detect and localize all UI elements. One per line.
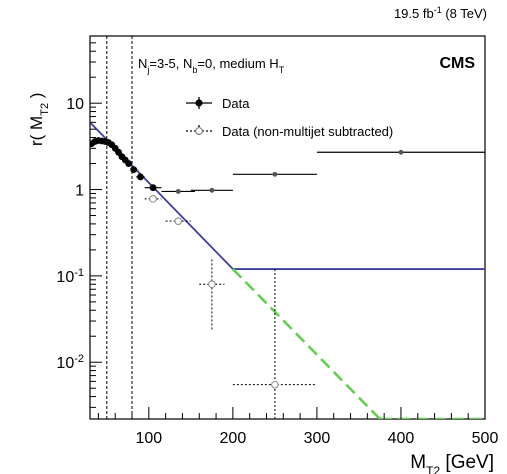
legend-marker-data — [186, 97, 212, 109]
x-axis-title: MT2 [GeV] — [410, 452, 494, 474]
data-sub-marker — [208, 280, 216, 289]
data-sub-point-0 — [144, 195, 162, 203]
x-tick-label: 200 — [220, 430, 247, 447]
data-marker — [125, 160, 133, 167]
data-point-14 — [144, 184, 162, 192]
y-tick-label: 10-2 — [56, 353, 84, 372]
data-marker — [149, 184, 157, 192]
data-sub-point-1 — [165, 217, 191, 225]
plot-frame — [89, 35, 486, 420]
x-tick-label: 400 — [388, 430, 415, 447]
data-marker — [398, 149, 404, 155]
legend-label-data-sub: Data (non-multijet subtracted) — [222, 124, 393, 139]
legend-marker-data-sub — [186, 125, 212, 137]
data-point-11 — [125, 160, 133, 167]
experiment-label: CMS — [439, 55, 475, 72]
data-point-16 — [190, 187, 233, 193]
y-tick-label: 10-1 — [56, 267, 84, 286]
data-sub-marker — [271, 380, 279, 389]
data-marker — [137, 173, 144, 181]
legend-label-data: Data — [222, 96, 250, 111]
selection-label: Nj=3-5, Nb=0, medium HT — [138, 56, 285, 75]
data-sub-point-3 — [232, 269, 317, 419]
data-sub-marker — [174, 217, 183, 225]
y-tick-label: 1 — [75, 183, 84, 200]
axis-ticks: 100 200 300 400 500 10-2 10-1 1 10 — [56, 35, 499, 447]
y-axis-title: r( MT2 ) — [27, 93, 51, 146]
data-point-12 — [130, 166, 138, 174]
x-tick-label: 100 — [135, 430, 162, 447]
data-point-13 — [136, 173, 145, 181]
data-point-18 — [316, 149, 485, 155]
data-point-15 — [161, 189, 196, 194]
legend: Data Data (non-multijet subtracted) — [186, 96, 393, 139]
x-tick-label: 300 — [304, 430, 331, 447]
data-marker — [130, 166, 138, 174]
curve-extrapolation — [231, 268, 381, 419]
luminosity-label: 19.5 fb-1 (8 TeV) — [394, 5, 487, 21]
x-tick-label: 500 — [472, 430, 499, 447]
data-sub-marker — [149, 195, 157, 203]
y-tick-label: 10 — [66, 96, 84, 113]
data-marker — [175, 189, 181, 194]
data-point-17 — [232, 171, 317, 177]
data-sub-point-2 — [199, 258, 225, 330]
data-marker — [272, 171, 278, 177]
data-marker — [209, 187, 215, 193]
